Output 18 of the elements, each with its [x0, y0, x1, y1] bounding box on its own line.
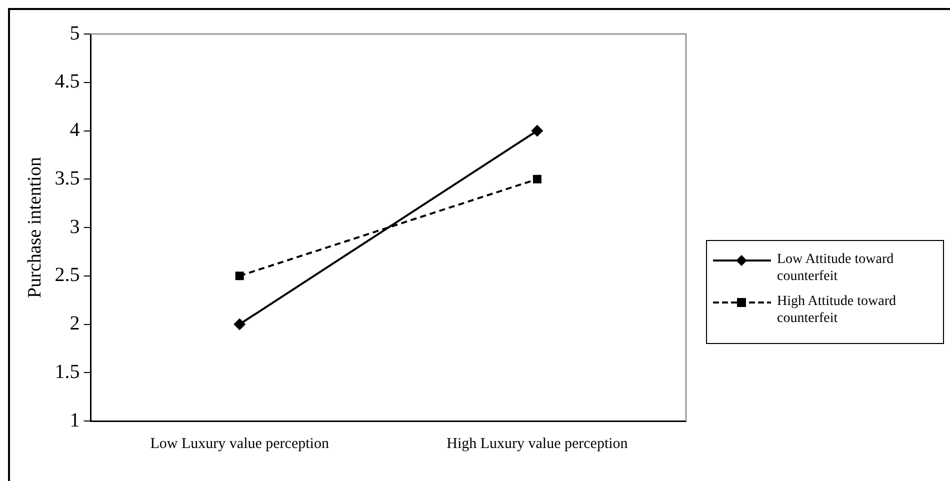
y-tick-label: 4 — [70, 119, 80, 141]
point — [532, 174, 542, 184]
x-tick-label: High Luxury value perception — [446, 436, 628, 452]
y-tick-label: 1.5 — [54, 360, 80, 383]
y-tick-label: 3.5 — [54, 167, 80, 190]
y-tick-label: 4.5 — [54, 70, 80, 93]
y-tick-label: 3 — [70, 216, 80, 238]
point — [531, 124, 544, 137]
legend-label: Low Attitude toward counterfeit — [777, 251, 895, 285]
y-tick-label: 1 — [70, 409, 80, 432]
legend-label: High Attitude toward counterfeit — [777, 293, 897, 327]
point — [234, 318, 246, 330]
y-tick-label: 2.5 — [54, 264, 80, 286]
y-axis-title: Purchase intention — [24, 156, 46, 298]
y-tick-label: 5 — [70, 22, 80, 44]
y-tick-label: 2 — [70, 312, 80, 334]
point — [235, 272, 244, 280]
x-tick-label: Low Luxury value perception — [150, 436, 330, 452]
